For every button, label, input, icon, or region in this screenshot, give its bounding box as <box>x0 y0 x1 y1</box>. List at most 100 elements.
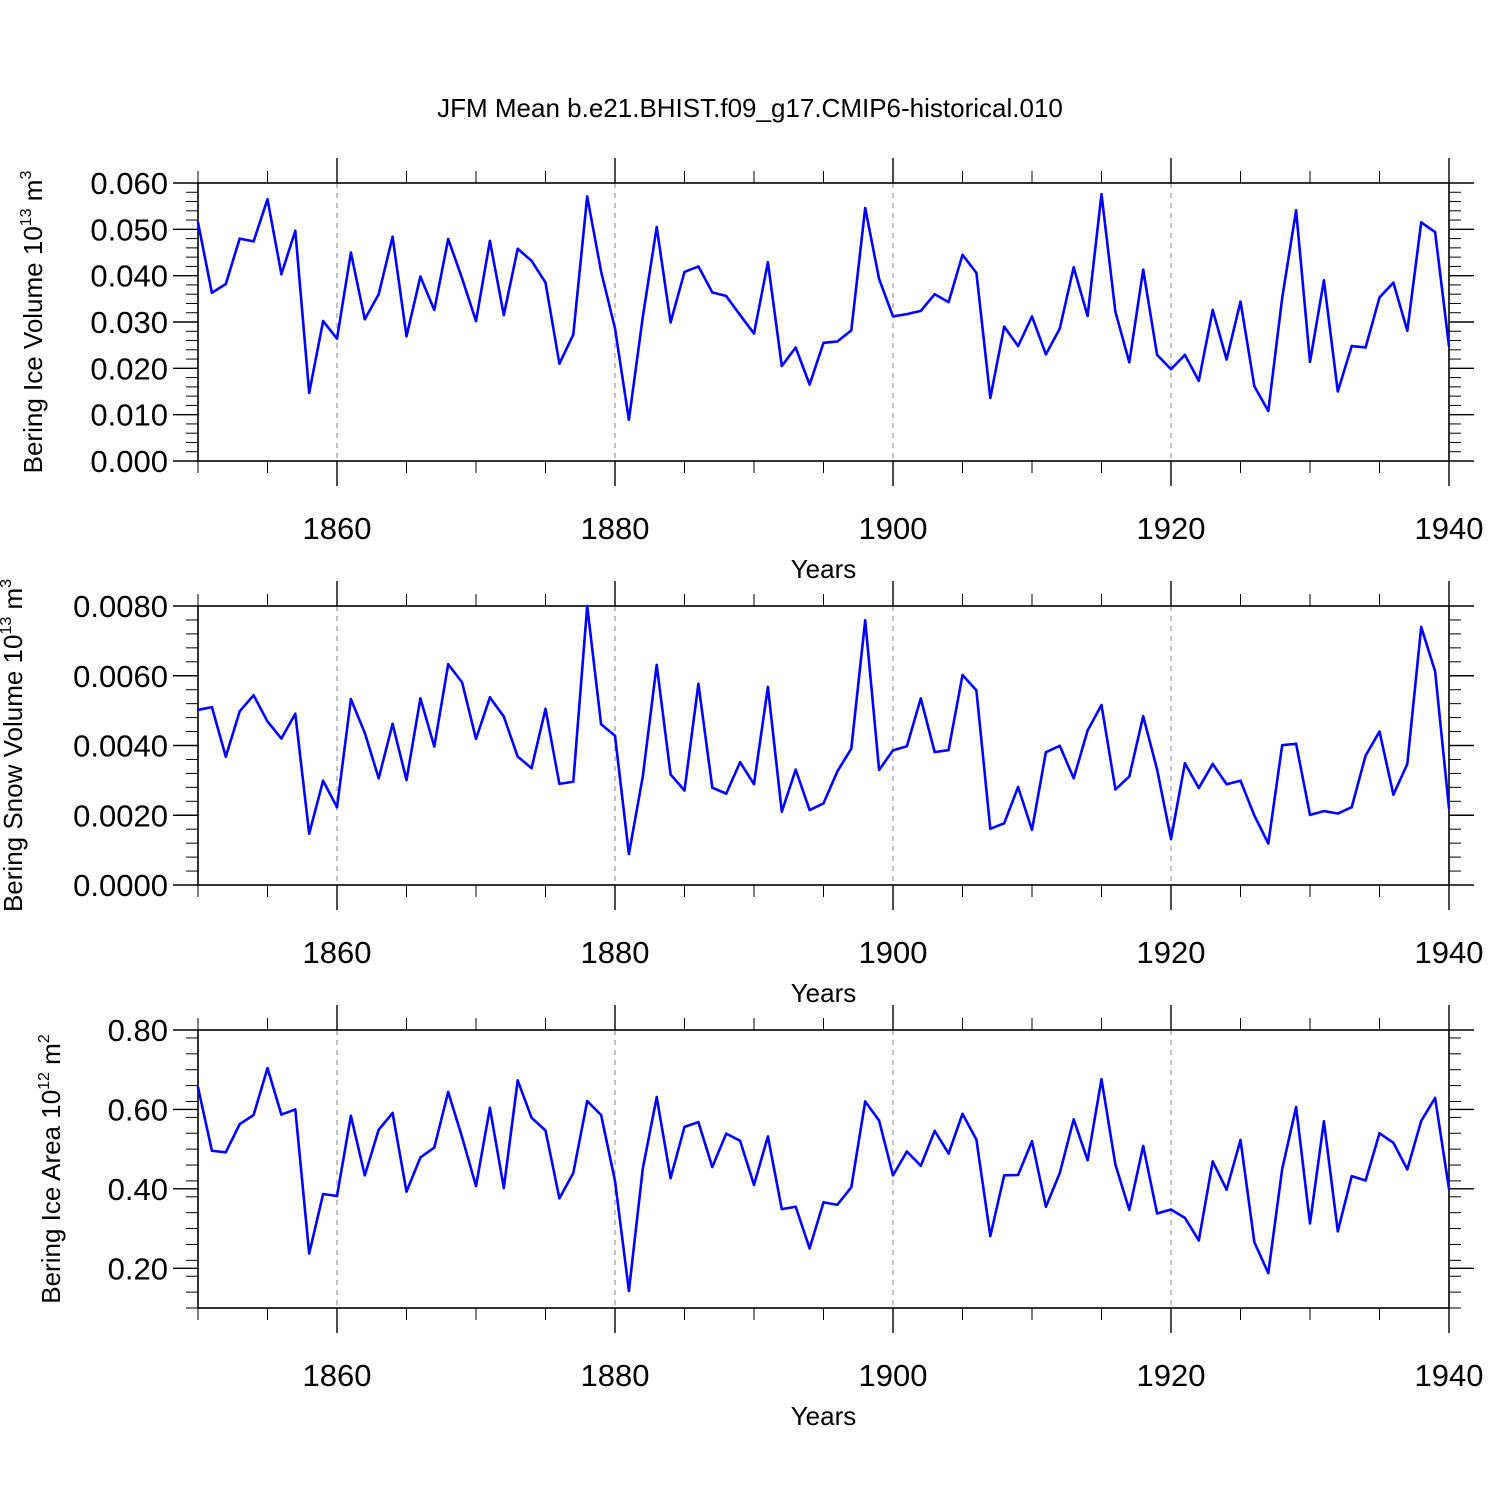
data-point <box>975 689 978 692</box>
data-point <box>808 1247 811 1250</box>
data-point <box>655 663 658 667</box>
data-point <box>308 391 311 395</box>
data-point <box>1267 842 1270 845</box>
data-point <box>335 806 339 809</box>
data-point <box>544 707 547 711</box>
data-point <box>266 1066 269 1070</box>
data-point <box>1128 361 1131 364</box>
x-tick-label: 1880 <box>581 511 650 546</box>
data-point <box>961 673 964 677</box>
data-point <box>669 773 672 776</box>
data-point <box>1447 344 1451 348</box>
data-point <box>1030 1140 1034 1143</box>
data-point <box>447 1090 450 1094</box>
data-point <box>530 259 533 263</box>
x-tick-label: 1940 <box>1415 511 1484 546</box>
data-point <box>891 1174 895 1177</box>
data-point <box>433 308 436 312</box>
data-point <box>294 712 297 715</box>
data-point <box>1197 379 1201 383</box>
data-point <box>808 383 811 386</box>
series-line <box>197 604 1451 856</box>
data-point <box>1239 300 1242 303</box>
data-point <box>1100 703 1103 707</box>
data-point <box>474 319 478 323</box>
data-point <box>419 1156 422 1159</box>
data-point <box>1294 1105 1298 1109</box>
data-point <box>210 291 214 295</box>
data-point <box>224 282 227 286</box>
data-point <box>308 832 311 835</box>
data-point <box>474 737 478 741</box>
data-point <box>516 1079 519 1082</box>
plot-frame <box>197 182 1450 462</box>
data-point <box>1003 1174 1006 1177</box>
data-point <box>1169 1208 1173 1211</box>
data-point <box>613 327 617 330</box>
data-point <box>725 1132 728 1135</box>
data-point <box>683 1125 686 1129</box>
data-point <box>1197 1239 1201 1242</box>
y-axis-title-ylabel-main: Bering Ice Volume 10 <box>18 226 48 473</box>
data-point <box>780 1207 783 1211</box>
data-point <box>1142 715 1145 718</box>
y-tick-label: 0.80 <box>108 1013 168 1048</box>
data-point <box>391 235 394 238</box>
data-point <box>1142 1144 1145 1148</box>
data-point <box>1378 730 1381 733</box>
x-tick-label: 1940 <box>1415 935 1484 970</box>
data-point <box>822 341 825 345</box>
data-point <box>196 221 200 224</box>
data-point <box>1447 1187 1451 1191</box>
data-point <box>961 253 964 257</box>
data-point <box>822 1201 825 1204</box>
data-point <box>1211 1160 1214 1163</box>
data-point <box>655 225 658 229</box>
y-tick-label: 0.20 <box>108 1251 168 1286</box>
data-point <box>1086 729 1089 732</box>
data-point <box>1378 296 1381 299</box>
data-point <box>725 294 728 298</box>
data-point <box>1322 809 1326 813</box>
data-point <box>1072 777 1075 780</box>
data-point <box>544 281 547 284</box>
data-point <box>683 270 686 274</box>
data-point <box>1183 762 1187 765</box>
x-axis-title: Years <box>791 978 857 1008</box>
y-tick-label: 0.0000 <box>73 868 168 903</box>
data-point <box>1058 744 1062 748</box>
data-point <box>1100 192 1103 196</box>
data-point <box>1406 1168 1409 1171</box>
data-point <box>919 697 922 700</box>
data-point <box>738 1139 742 1143</box>
data-point <box>502 1186 505 1190</box>
data-point <box>1211 308 1214 312</box>
data-point <box>349 251 353 254</box>
data-point <box>280 737 283 740</box>
data-point <box>1183 353 1187 357</box>
data-point <box>836 1203 839 1206</box>
data-point <box>905 744 909 748</box>
data-point <box>1267 1271 1270 1275</box>
data-point <box>613 734 617 737</box>
x-tick-label: 1860 <box>303 935 372 970</box>
data-point <box>210 705 214 709</box>
data-point <box>1308 360 1312 364</box>
data-point <box>1100 1078 1103 1081</box>
data-point <box>947 748 950 752</box>
data-point <box>1044 750 1048 754</box>
data-point <box>224 755 227 758</box>
data-point <box>891 315 895 318</box>
y-tick-label: 0.030 <box>90 305 168 340</box>
data-point <box>586 195 589 198</box>
data-point <box>1128 1208 1131 1212</box>
data-point <box>850 747 853 750</box>
x-tick-label: 1880 <box>581 935 650 970</box>
data-point <box>697 265 700 268</box>
data-point <box>669 321 672 324</box>
data-point <box>711 291 714 294</box>
data-point <box>1114 788 1117 791</box>
data-point <box>1267 409 1270 413</box>
data-point <box>933 1129 936 1133</box>
x-tick-label: 1900 <box>859 1358 928 1393</box>
